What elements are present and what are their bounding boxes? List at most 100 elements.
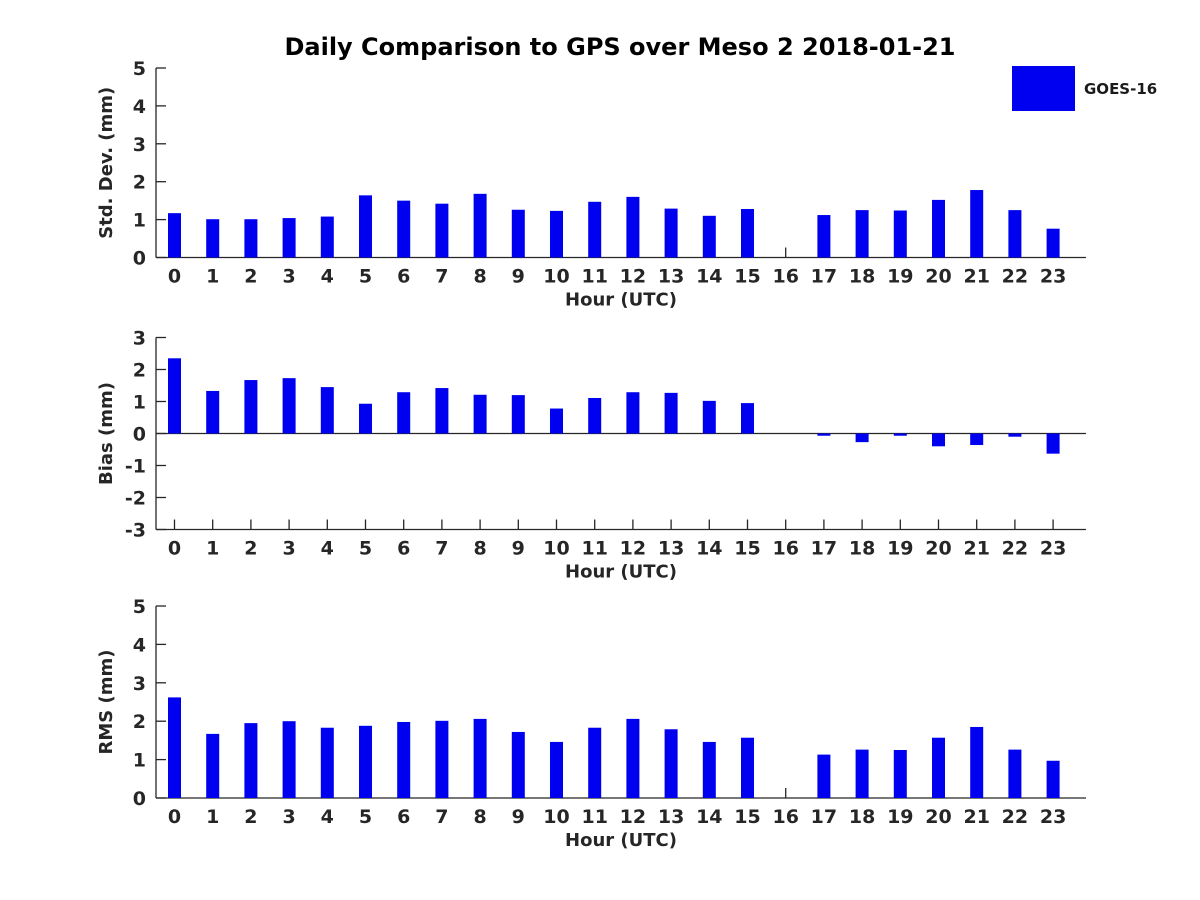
bar-hour-20 [932, 433, 945, 447]
y-tick-label: 2 [133, 711, 146, 733]
x-tick-label: 14 [696, 266, 722, 288]
y-tick-label: 1 [133, 392, 146, 414]
x-tick-label: 11 [581, 266, 607, 288]
x-tick-label: 11 [581, 538, 607, 560]
bar-hour-4 [320, 387, 334, 434]
bar-hour-2 [244, 380, 258, 434]
bar-hour-12 [626, 718, 640, 798]
x-tick-label: 5 [359, 806, 372, 828]
x-tick-label: 8 [473, 806, 486, 828]
x-tick-label: 8 [473, 538, 486, 560]
x-tick-label: 23 [1040, 538, 1066, 560]
bar-hour-23 [1046, 760, 1060, 798]
x-tick-label: 17 [811, 806, 837, 828]
x-tick-label: 0 [168, 266, 181, 288]
bar-hour-10 [550, 408, 563, 434]
x-tick-label: 2 [244, 266, 257, 288]
bar-hour-15 [741, 208, 754, 258]
legend-label: GOES-16 [1084, 79, 1158, 98]
y-tick-label: -3 [125, 520, 146, 542]
bar-hour-7 [435, 203, 449, 258]
x-tick-label: 18 [849, 538, 875, 560]
bar-hour-18 [855, 749, 869, 798]
y-tick-label: 3 [133, 328, 146, 350]
bar-hour-2 [244, 219, 258, 258]
bar-hour-20 [932, 737, 945, 798]
y-axis-label: RMS (mm) [96, 650, 117, 755]
x-tick-label: 7 [435, 266, 448, 288]
x-tick-label: 7 [435, 538, 448, 560]
bar-hour-4 [320, 727, 334, 798]
bar-hour-21 [970, 433, 984, 446]
y-tick-label: 3 [133, 134, 146, 156]
bar-hour-8 [473, 193, 487, 258]
bar-hour-20 [932, 199, 945, 258]
x-tick-label: 17 [811, 538, 837, 560]
bar-hour-0 [168, 213, 181, 258]
x-tick-label: 0 [168, 806, 181, 828]
y-tick-label: -1 [125, 456, 146, 478]
x-tick-label: 15 [734, 806, 760, 828]
bar-hour-17 [817, 433, 831, 436]
x-tick-label: 16 [772, 538, 798, 560]
chart-title: Daily Comparison to GPS over Meso 2 2018… [284, 33, 956, 61]
y-tick-label: 1 [133, 210, 146, 232]
bar-hour-10 [550, 210, 563, 258]
bar-hour-23 [1046, 433, 1060, 454]
bar-hour-11 [588, 201, 602, 258]
bar-hour-7 [435, 388, 449, 434]
bar-hour-5 [359, 195, 372, 258]
x-tick-label: 15 [734, 538, 760, 560]
x-tick-label: 12 [620, 538, 646, 560]
x-tick-label: 22 [1002, 806, 1028, 828]
x-tick-label: 20 [925, 266, 951, 288]
x-tick-label: 3 [282, 806, 295, 828]
bar-hour-13 [664, 208, 678, 258]
x-tick-label: 18 [849, 806, 875, 828]
bar-hour-22 [1008, 749, 1022, 798]
x-tick-label: 7 [435, 806, 448, 828]
bar-hour-7 [435, 720, 449, 798]
bar-hour-21 [970, 190, 984, 258]
x-tick-label: 16 [772, 266, 798, 288]
bar-hour-1 [206, 219, 220, 258]
bar-hour-5 [359, 403, 372, 434]
bar-hour-3 [282, 218, 296, 258]
y-tick-label: -2 [125, 488, 146, 510]
x-tick-label: 9 [512, 538, 525, 560]
y-axis-label: Bias (mm) [96, 382, 117, 485]
y-tick-label: 0 [133, 788, 146, 810]
bar-hour-3 [282, 721, 296, 798]
x-tick-label: 12 [620, 806, 646, 828]
x-tick-label: 4 [321, 538, 334, 560]
x-tick-label: 1 [206, 538, 219, 560]
x-tick-label: 10 [543, 806, 569, 828]
x-tick-label: 13 [658, 538, 684, 560]
bar-hour-11 [588, 397, 602, 434]
bar-hour-18 [855, 433, 869, 443]
x-tick-label: 5 [359, 538, 372, 560]
bar-hour-14 [702, 741, 716, 798]
bar-hour-0 [168, 697, 181, 798]
y-tick-label: 0 [133, 424, 146, 446]
x-tick-label: 13 [658, 266, 684, 288]
x-tick-label: 20 [925, 538, 951, 560]
x-tick-label: 11 [581, 806, 607, 828]
bar-hour-19 [893, 750, 907, 798]
x-tick-label: 20 [925, 806, 951, 828]
x-tick-label: 3 [282, 538, 295, 560]
x-tick-label: 21 [963, 538, 989, 560]
x-tick-label: 9 [512, 266, 525, 288]
bar-hour-22 [1008, 433, 1022, 437]
bar-hour-12 [626, 392, 640, 434]
bar-hour-9 [511, 395, 525, 434]
x-tick-label: 21 [963, 266, 989, 288]
x-tick-label: 9 [512, 806, 525, 828]
bar-hour-23 [1046, 228, 1060, 258]
bar-hour-18 [855, 210, 869, 258]
bar-hour-8 [473, 394, 487, 434]
y-tick-label: 5 [133, 58, 146, 80]
